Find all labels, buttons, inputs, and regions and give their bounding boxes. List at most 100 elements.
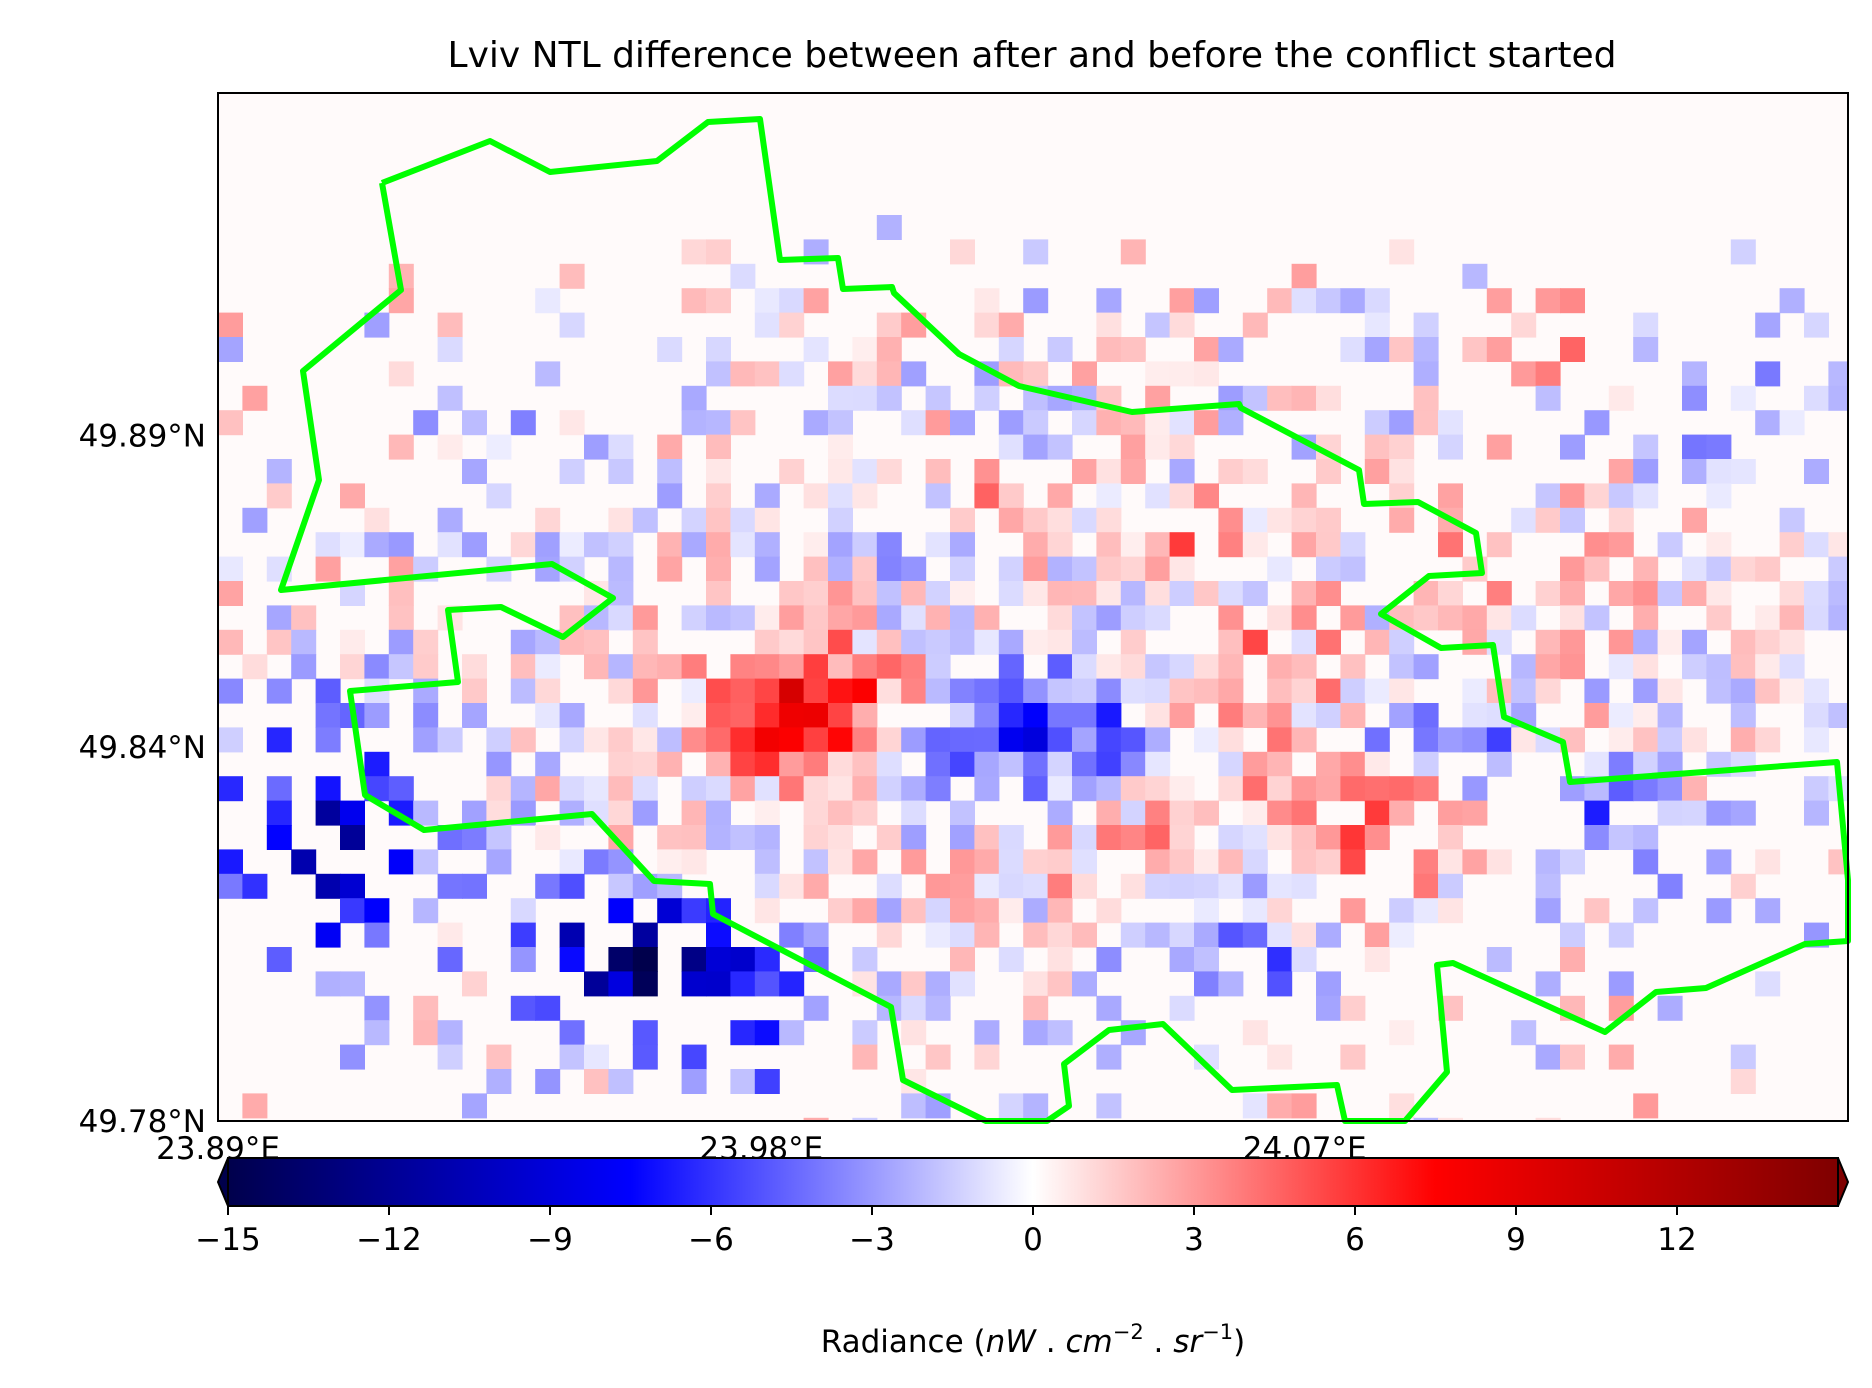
raster-pixel [876, 361, 902, 387]
raster-pixel [901, 605, 927, 631]
raster-pixel [1804, 800, 1829, 826]
raster-pixel [1316, 922, 1341, 948]
raster-pixel [1169, 581, 1195, 606]
raster-pixel [876, 337, 902, 362]
raster-pixel [1316, 849, 1341, 875]
raster-pixel [998, 947, 1024, 972]
raster-pixel [1584, 703, 1610, 728]
raster-pixel [315, 873, 341, 899]
raster-pixel [1242, 849, 1268, 875]
raster-pixel [681, 410, 707, 436]
raster-pixel [1267, 1044, 1293, 1070]
raster-pixel [1462, 263, 1488, 289]
raster-pixel [1413, 776, 1439, 802]
raster-pixel [974, 483, 1000, 509]
raster-pixel [242, 654, 268, 680]
raster-pixel [1804, 312, 1829, 338]
raster-pixel [1633, 556, 1659, 582]
raster-pixel [1145, 410, 1171, 436]
raster-pixel [1316, 581, 1341, 606]
raster-pixel [1633, 629, 1659, 655]
raster-pixel [1316, 776, 1341, 802]
raster-pixel [754, 971, 780, 997]
raster-pixel [754, 483, 780, 509]
raster-pixel [242, 1093, 268, 1119]
raster-pixel [1047, 800, 1073, 826]
raster-pixel [364, 532, 390, 558]
raster-pixel [1145, 434, 1171, 460]
raster-pixel [1047, 654, 1073, 680]
raster-pixel [559, 263, 585, 289]
raster-pixel [779, 312, 805, 338]
raster-pixel [1072, 605, 1097, 631]
raster-pixel [1267, 947, 1293, 972]
raster-pixel [340, 825, 365, 850]
raster-pixel [218, 581, 243, 606]
raster-pixel [1096, 1093, 1122, 1119]
raster-pixel [852, 459, 878, 484]
raster-pixel [1364, 312, 1390, 338]
raster-pixel [1047, 1020, 1073, 1046]
raster-pixel [1535, 678, 1561, 704]
raster-pixel [413, 849, 439, 875]
raster-pixel [1047, 483, 1073, 509]
raster-pixel [1560, 849, 1585, 875]
raster-pixel [1730, 873, 1756, 899]
raster-pixel [681, 605, 707, 631]
raster-pixel [1633, 898, 1659, 924]
raster-pixel [1340, 849, 1366, 875]
raster-pixel [950, 410, 975, 436]
raster-pixel [754, 947, 780, 972]
raster-pixel [852, 703, 878, 728]
raster-pixel [803, 410, 829, 436]
raster-pixel [925, 751, 951, 777]
raster-pixel [876, 312, 902, 338]
raster-pixel [925, 483, 951, 509]
raster-pixel [1218, 703, 1244, 728]
raster-pixel [925, 873, 951, 899]
raster-pixel [803, 581, 829, 606]
raster-pixel [803, 678, 829, 704]
raster-pixel [1535, 361, 1561, 387]
raster-pixel [1438, 1117, 1463, 1121]
raster-pixel [1389, 703, 1415, 728]
raster-pixel [340, 1044, 365, 1070]
raster-pixel [1438, 873, 1463, 899]
raster-pixel [998, 825, 1024, 850]
raster-pixel [657, 337, 683, 362]
raster-pixel [364, 703, 390, 728]
raster-pixel [925, 1044, 951, 1070]
raster-pixel [1560, 1044, 1585, 1070]
raster-pixel [1340, 654, 1366, 680]
raster-pixel [1072, 556, 1097, 582]
raster-pixel [1096, 507, 1122, 533]
raster-pixel [1340, 605, 1366, 631]
raster-pixel [998, 629, 1024, 655]
raster-pixel [1194, 922, 1219, 948]
raster-pixel [1462, 629, 1488, 655]
raster-pixel [1267, 727, 1293, 753]
raster-pixel [632, 507, 658, 533]
raster-pixel [1023, 239, 1049, 265]
raster-pixel [1364, 751, 1390, 777]
raster-pixel [632, 947, 658, 972]
raster-pixel [1633, 703, 1659, 728]
raster-pixel [974, 1020, 1000, 1046]
raster-pixel [1755, 312, 1781, 338]
raster-pixel [974, 678, 1000, 704]
raster-pixel [998, 507, 1024, 533]
raster-pixel [803, 605, 829, 631]
raster-pixel [779, 703, 805, 728]
raster-pixel [632, 922, 658, 948]
raster-pixel [1560, 922, 1585, 948]
raster-pixel [242, 385, 268, 411]
raster-pixel [1755, 971, 1781, 997]
raster-pixel [657, 727, 683, 753]
raster-pixel [706, 947, 731, 972]
raster-pixel [584, 629, 609, 655]
raster-pixel [1218, 751, 1244, 777]
raster-pixel [437, 947, 463, 972]
raster-pixel [657, 434, 683, 460]
raster-pixel [1023, 995, 1049, 1021]
raster-pixel [1267, 898, 1293, 924]
